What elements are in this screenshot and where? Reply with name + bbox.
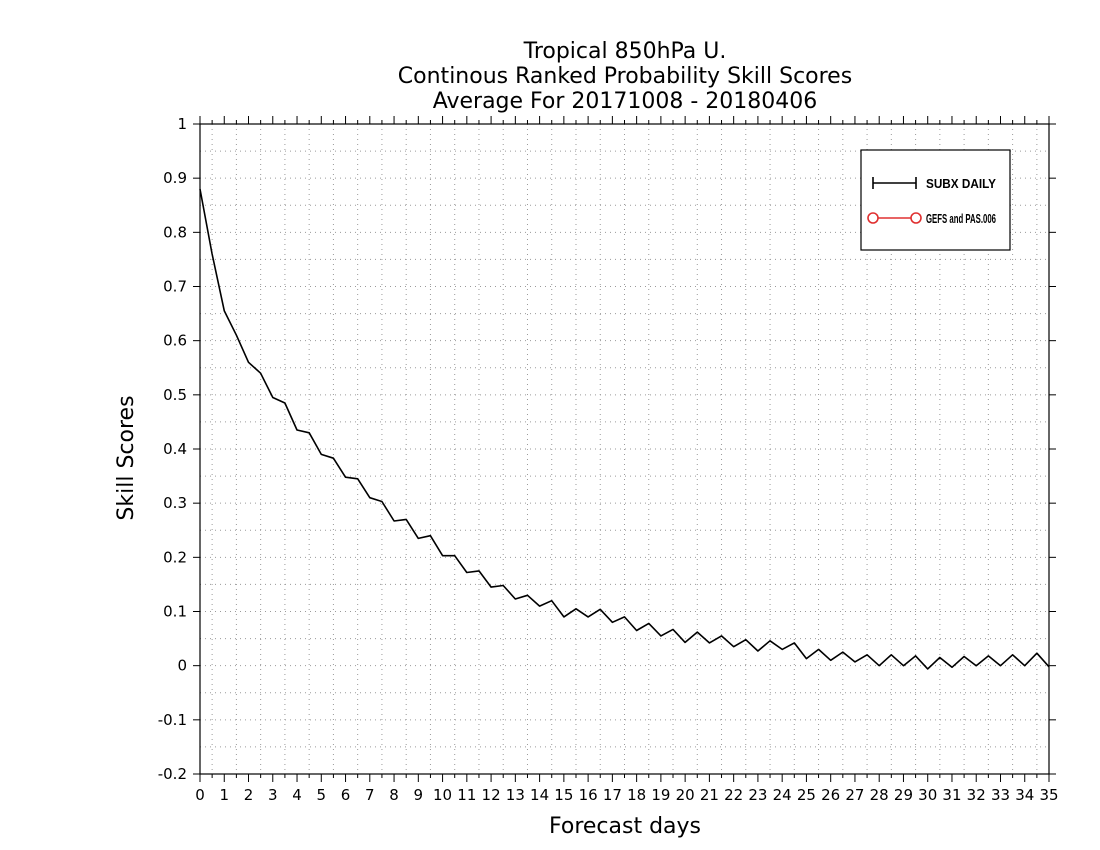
x-tick-label: 33 <box>991 786 1010 804</box>
x-tick-label: 25 <box>797 786 816 804</box>
y-tick-label: 0.1 <box>163 603 187 621</box>
x-tick-label: 16 <box>579 786 598 804</box>
axis-ticks: -0.2-0.100.10.20.30.40.50.60.70.80.910 1 2… <box>158 115 1059 804</box>
chart-title-line-1: Tropical 850hPa U. <box>523 39 727 64</box>
y-tick-label: 0.7 <box>163 278 187 296</box>
x-tick-label: 4 <box>292 786 302 804</box>
legend: SUBX DAILY GEFS and PAS.006 <box>860 149 1011 251</box>
series-line-subx-daily <box>199 188 1050 670</box>
x-tick-label: 14 <box>530 786 549 804</box>
y-tick-label: 0.9 <box>163 169 187 187</box>
y-tick-label: -0.2 <box>158 765 187 783</box>
x-tick-label: 11 <box>457 786 476 804</box>
x-tick-label: 20 <box>676 786 695 804</box>
x-tick-label: 19 <box>651 786 670 804</box>
x-tick-label: 23 <box>748 786 767 804</box>
x-tick-label: 12 <box>482 786 501 804</box>
x-tick-label: 21 <box>700 786 719 804</box>
x-tick-label: 32 <box>967 786 986 804</box>
x-tick-label: 31 <box>942 786 961 804</box>
x-tick-label: 1 <box>219 786 229 804</box>
legend-label-2: GEFS and PAS.006 <box>926 211 996 226</box>
y-tick-label: 0.2 <box>163 548 187 566</box>
chart-title: Tropical 850hPa U.Continous Ranked Proba… <box>398 39 852 114</box>
x-tick-label: 28 <box>870 786 889 804</box>
y-tick-label: 1 <box>177 115 187 133</box>
chart-title-line-2: Continous Ranked Probability Skill Score… <box>398 64 852 89</box>
x-tick-label: 10 <box>433 786 452 804</box>
x-tick-label: 5 <box>317 786 327 804</box>
y-tick-label: 0.3 <box>163 494 187 512</box>
legend-circle-marker <box>910 212 922 224</box>
y-tick-label: -0.1 <box>158 711 187 729</box>
legend-box <box>860 149 1011 251</box>
x-tick-label: 22 <box>724 786 743 804</box>
x-tick-label: 17 <box>603 786 622 804</box>
x-tick-label: 30 <box>918 786 937 804</box>
legend-circle-marker <box>867 212 879 224</box>
x-tick-label: 34 <box>1015 786 1034 804</box>
x-tick-label: 6 <box>341 786 351 804</box>
y-tick-label: 0.5 <box>163 386 187 404</box>
y-tick-label: 0 <box>177 657 187 675</box>
x-tick-label: 9 <box>414 786 424 804</box>
y-tick-label: 0.4 <box>163 440 187 458</box>
y-axis-title: Skill Scores <box>114 395 139 520</box>
y-tick-label: 0.8 <box>163 223 187 241</box>
x-tick-label: 2 <box>244 786 254 804</box>
x-tick-label: 3 <box>268 786 278 804</box>
x-tick-label: 24 <box>773 786 792 804</box>
x-tick-label: 0 <box>195 786 205 804</box>
x-tick-label: 8 <box>389 786 399 804</box>
x-tick-label: 18 <box>627 786 646 804</box>
chart-title-line-3: Average For 20171008 - 20180406 <box>433 89 818 114</box>
x-tick-label: 15 <box>554 786 573 804</box>
y-tick-label: 0.6 <box>163 332 187 350</box>
series-lines <box>199 188 1050 670</box>
legend-label-1: SUBX DAILY <box>926 176 996 191</box>
x-axis-title: Forecast days <box>549 814 701 839</box>
x-tick-label: 35 <box>1039 786 1058 804</box>
x-tick-label: 27 <box>845 786 864 804</box>
x-tick-label: 29 <box>894 786 913 804</box>
x-tick-label: 7 <box>365 786 375 804</box>
x-tick-label: 26 <box>821 786 840 804</box>
x-tick-label: 13 <box>506 786 525 804</box>
grid <box>200 124 1049 774</box>
